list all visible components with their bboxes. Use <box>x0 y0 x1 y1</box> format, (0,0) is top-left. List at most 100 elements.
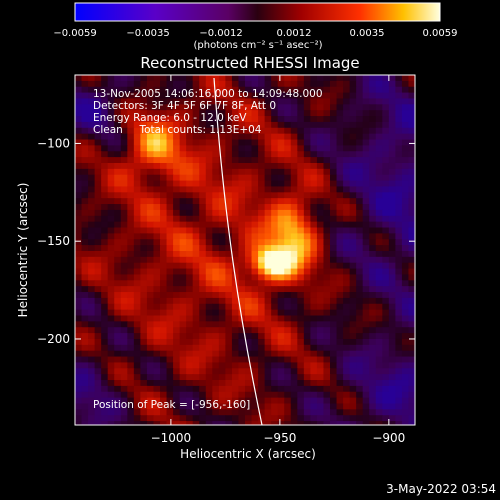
heatmap-cell <box>271 145 279 152</box>
heatmap-cell <box>75 315 83 322</box>
heatmap-cell <box>88 356 96 364</box>
heatmap-cell <box>290 239 298 246</box>
heatmap-cell <box>114 309 122 317</box>
heatmap-cell <box>284 397 292 405</box>
heatmap-cell <box>179 409 187 416</box>
heatmap-cell <box>101 121 109 129</box>
heatmap-cell <box>303 186 311 193</box>
heatmap-cell <box>330 204 338 211</box>
heatmap-cell <box>284 98 292 105</box>
heatmap-cell <box>199 209 207 217</box>
heatmap-cell <box>245 104 253 111</box>
heatmap-cell <box>395 374 403 381</box>
heatmap-cell <box>369 327 377 334</box>
heatmap-cell <box>88 286 96 293</box>
heatmap-cell <box>94 198 102 205</box>
heatmap-cell <box>101 421 109 425</box>
heatmap-cell <box>303 344 311 352</box>
heatmap-cell <box>251 227 259 234</box>
heatmap-cell <box>218 198 226 205</box>
heatmap-cell <box>120 110 128 117</box>
heatmap-cell <box>94 127 102 135</box>
heatmap-cell <box>94 403 102 410</box>
heatmap-cell <box>369 321 377 328</box>
heatmap-cell <box>408 380 415 387</box>
heatmap-cell <box>258 127 266 135</box>
heatmap-cell <box>133 338 141 346</box>
heatmap-cell <box>225 186 233 193</box>
heatmap-cell <box>395 309 403 317</box>
heatmap-cell <box>336 268 344 276</box>
heatmap-cell <box>75 356 83 364</box>
heatmap-cell <box>212 397 220 405</box>
heatmap-cell <box>127 297 135 305</box>
heatmap-cell <box>153 338 161 346</box>
heatmap-cell <box>153 274 161 281</box>
heatmap-cell <box>166 321 174 328</box>
heatmap-cell <box>401 409 410 416</box>
heatmap-cell <box>231 356 240 364</box>
heatmap-cell <box>140 98 148 105</box>
heatmap-cell <box>225 280 233 287</box>
heatmap-cell <box>120 268 128 276</box>
heatmap-cell <box>369 356 377 364</box>
heatmap-cell <box>290 292 298 299</box>
heatmap-cell <box>343 75 351 82</box>
heatmap-cell <box>140 397 148 405</box>
heatmap-cell <box>231 368 240 375</box>
heatmap-cell <box>284 233 292 240</box>
heatmap-cell <box>179 380 187 387</box>
heatmap-cell <box>153 374 161 381</box>
heatmap-cell <box>179 327 187 334</box>
heatmap-cell <box>356 204 364 211</box>
heatmap-cell <box>75 157 83 164</box>
heatmap-cell <box>153 186 161 193</box>
heatmap-cell <box>336 374 344 381</box>
plot-frame <box>74 74 416 426</box>
heatmap-cell <box>356 116 364 123</box>
heatmap-cell <box>310 98 318 105</box>
heatmap-cell <box>336 98 344 105</box>
heatmap-cell <box>401 338 410 346</box>
heatmap-cell <box>238 204 246 211</box>
heatmap-cell <box>388 315 396 322</box>
heatmap-cell <box>336 151 344 158</box>
heatmap-cell <box>251 327 259 334</box>
heatmap-cell <box>94 204 102 211</box>
heatmap-cell <box>81 362 89 369</box>
heatmap-cell <box>297 139 305 146</box>
heatmap-cell <box>356 174 364 182</box>
heatmap-cell <box>75 268 83 276</box>
heatmap-cell <box>127 292 135 299</box>
heatmap-cell <box>258 309 266 317</box>
heatmap-cell <box>146 104 155 111</box>
heatmap-cell <box>382 368 390 375</box>
heatmap-cell <box>251 303 259 311</box>
heatmap-cell <box>199 268 207 276</box>
heatmap-cell <box>369 368 377 375</box>
heatmap-cell <box>245 327 253 334</box>
heatmap-cell <box>264 397 272 405</box>
heatmap-cell <box>192 286 200 293</box>
heatmap-cell <box>107 192 115 199</box>
heatmap-cell <box>218 327 226 334</box>
heatmap-cell <box>277 344 285 352</box>
annotation-detectors: Detectors: 3F 4F 5F 6F 7F 8F, Att 0 <box>93 100 276 112</box>
heatmap-cell <box>356 415 364 422</box>
heatmap-cell <box>258 80 266 88</box>
heatmap-cell <box>362 192 370 199</box>
heatmap-cell <box>160 333 168 340</box>
heatmap-cell <box>251 239 259 246</box>
heatmap-cell <box>395 292 403 299</box>
heatmap-cell <box>205 391 213 399</box>
heatmap-cell <box>336 127 344 135</box>
heatmap-cell <box>271 356 279 364</box>
heatmap-cell <box>297 221 305 229</box>
heatmap-cell <box>297 262 305 270</box>
heatmap-cell <box>343 116 351 123</box>
heatmap-cell <box>94 151 102 158</box>
heatmap-cell <box>330 303 338 311</box>
heatmap-cell <box>343 303 351 311</box>
heatmap-cell <box>362 380 370 387</box>
heatmap-cell <box>218 380 226 387</box>
